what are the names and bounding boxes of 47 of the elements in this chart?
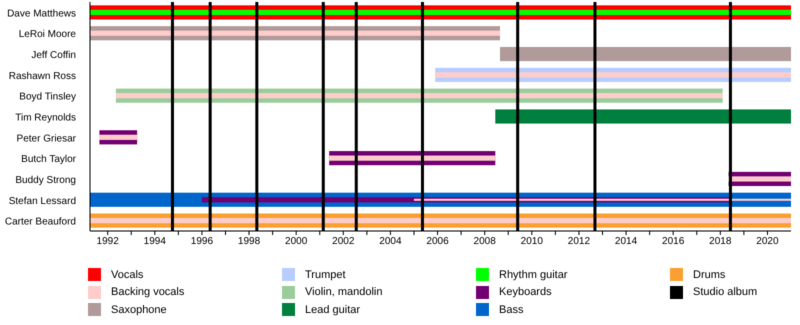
bar [90, 10, 791, 16]
x-tick-label: 1998 [238, 236, 261, 248]
bar [728, 176, 791, 182]
bar [435, 72, 791, 78]
x-tick-label: 1996 [190, 236, 214, 248]
bar [90, 30, 500, 36]
x-tick-label: 1992 [96, 236, 120, 248]
x-tick-label: 1994 [144, 236, 166, 248]
x-tick-label: 2002 [332, 236, 355, 248]
legend-label: Violin, mandolin [305, 286, 382, 298]
legend-label: Keyboards [499, 286, 552, 298]
legend-label: Drums [693, 268, 726, 281]
bar [495, 109, 791, 124]
bar [500, 46, 791, 62]
bar [90, 218, 791, 224]
legend-label: Vocals [111, 268, 144, 281]
y-tick-label: Stefan Lessard [8, 196, 76, 207]
y-tick-label: Dave Matthews [7, 8, 76, 20]
x-tick-label: 2012 [568, 236, 590, 248]
y-tick-label: LeRoi Moore [18, 29, 76, 40]
y-tick-label: Tim Reynolds [15, 112, 76, 124]
y-tick-label: Carter Beauford [4, 216, 76, 228]
x-tick-label: 2020 [756, 236, 779, 248]
y-tick-label: Jeff Coffin [31, 50, 76, 62]
bar [99, 134, 138, 140]
y-tick-label: Butch Taylor [21, 154, 77, 166]
legend-label: Lead guitar [305, 304, 360, 316]
legend-label: Rhythm guitar [499, 268, 568, 281]
y-tick-label: Buddy Strong [15, 174, 76, 186]
bar [116, 93, 723, 98]
bar [329, 156, 496, 161]
legend-label: Saxophone [111, 304, 167, 316]
legend-label: Backing vocals [111, 286, 184, 298]
y-tick-label: Rashawn Ross [8, 70, 76, 82]
x-tick-label: 2006 [426, 236, 450, 248]
x-tick-label: 2016 [662, 236, 685, 248]
legend-label: Bass [499, 304, 524, 316]
legend-label: Trumpet [305, 268, 346, 281]
y-tick-label: Boyd Tinsley [19, 92, 76, 103]
legend-label: Studio album [693, 286, 758, 298]
x-tick-label: 2014 [614, 236, 638, 248]
y-tick-label: Peter Griesar [16, 133, 77, 144]
x-tick-label: 2008 [474, 236, 496, 248]
x-tick-label: 2004 [379, 236, 402, 248]
x-tick-label: 2010 [520, 236, 544, 248]
x-tick-label: 2000 [285, 236, 308, 248]
x-tick-label: 2018 [709, 236, 732, 248]
